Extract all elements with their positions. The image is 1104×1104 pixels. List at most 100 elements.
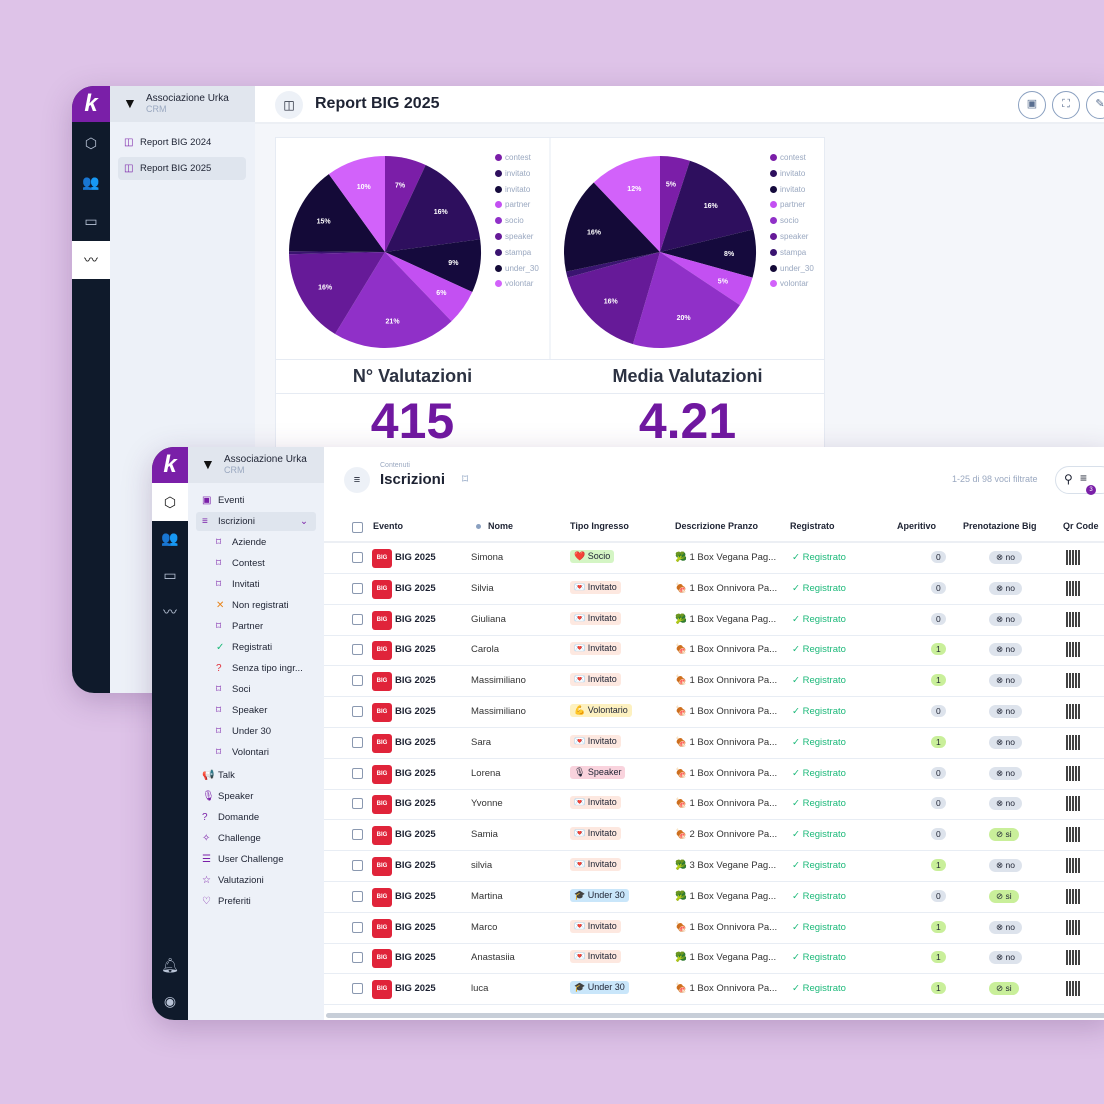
nav-item-under-30[interactable]: ⌑ Under 30	[216, 722, 271, 741]
legend-item[interactable]: stampa	[770, 248, 806, 257]
qr-code-icon[interactable]	[1066, 642, 1081, 658]
row-checkbox[interactable]	[352, 798, 363, 810]
nav-report-2024[interactable]: ◫ Report BIG 2024	[124, 133, 244, 152]
table-row[interactable]: BIG BIG 2025 Massimiliano 💪 Volontario 🍖 1 B…	[324, 697, 1104, 728]
row-checkbox[interactable]	[352, 644, 363, 656]
event-name[interactable]: BIG 2025	[395, 829, 436, 841]
table-row[interactable]: BIG BIG 2025 luca 🎓 Under 30 🍖 1 Box Onnivor…	[324, 974, 1104, 1006]
legend-item[interactable]: socio	[495, 216, 524, 225]
event-name[interactable]: BIG 2025	[395, 798, 436, 810]
nav-report-2025[interactable]: ◫ Report BIG 2025	[118, 157, 246, 180]
legend-item[interactable]: partner	[495, 200, 530, 209]
nav-item-preferiti[interactable]: ♡ Preferiti	[202, 892, 251, 911]
table-row[interactable]: BIG BIG 2025 Samia 💌 Invitato 🍖 2 Box Onnivo…	[324, 820, 1104, 852]
search-icon[interactable]: ⚲	[1064, 472, 1073, 486]
nav-item-eventi[interactable]: ▣ Eventi	[202, 491, 244, 510]
fullscreen-icon[interactable]: ⛶	[1052, 91, 1080, 119]
qr-code-icon[interactable]	[1066, 611, 1081, 627]
row-checkbox[interactable]	[352, 552, 363, 563]
row-checkbox[interactable]	[352, 767, 363, 779]
legend-item[interactable]: volontar	[495, 279, 533, 288]
row-checkbox[interactable]	[352, 890, 363, 902]
pie-slice-stampa[interactable]	[566, 252, 660, 278]
row-checkbox[interactable]	[352, 952, 363, 964]
qr-code-icon[interactable]	[1066, 796, 1081, 812]
row-checkbox[interactable]	[352, 921, 363, 933]
pie-slice-under_30[interactable]	[289, 174, 385, 252]
table-row[interactable]: BIG BIG 2025 Lorena 🎙 Speaker 🍖 1 Box Onnivo…	[324, 759, 1104, 790]
picture-icon[interactable]: ▣	[1018, 91, 1046, 119]
org-switcher[interactable]: ▼ Associazione Urka CRM	[110, 86, 255, 122]
event-name[interactable]: BIG 2025	[395, 767, 436, 779]
nav-item-speaker[interactable]: ⌑ Speaker	[216, 701, 267, 720]
legend-item[interactable]: contest	[770, 153, 806, 162]
event-name[interactable]: BIG 2025	[395, 952, 436, 964]
folder-icon[interactable]: ▭	[163, 567, 177, 583]
pie-slice-invitato[interactable]	[385, 165, 481, 252]
pie-slice-under_30[interactable]	[564, 182, 660, 272]
analytics-icon[interactable]: 〰	[72, 241, 110, 279]
pie-slice-speaker[interactable]	[289, 252, 385, 334]
app-logo[interactable]: k	[152, 447, 188, 483]
row-checkbox[interactable]	[352, 675, 363, 687]
app-logo[interactable]: k	[72, 86, 110, 122]
table-row[interactable]: BIG BIG 2025 Carola 💌 Invitato 🍖 1 Box Onniv…	[324, 635, 1104, 667]
pie-slice-invitato[interactable]	[660, 160, 754, 252]
qr-code-icon[interactable]	[1066, 580, 1081, 596]
select-all-checkbox[interactable]	[352, 522, 363, 533]
pie-slice-contest[interactable]	[660, 156, 690, 252]
nav-item-aziende[interactable]: ⌑ Aziende	[216, 533, 266, 552]
bell-icon[interactable]: 🔔︎	[161, 957, 179, 973]
nav-item-talk[interactable]: 📢 Talk	[202, 766, 235, 785]
legend-item[interactable]: under_30	[770, 264, 814, 273]
row-checkbox[interactable]	[352, 706, 363, 717]
column-header[interactable]: Evento	[373, 521, 404, 531]
event-name[interactable]: BIG 2025	[395, 706, 436, 717]
row-checkbox[interactable]	[352, 829, 363, 841]
table-row[interactable]: BIG BIG 2025 Marco 💌 Invitato 🍖 1 Box Onnivo…	[324, 913, 1104, 944]
legend-item[interactable]: speaker	[495, 232, 533, 241]
event-name[interactable]: BIG 2025	[395, 983, 436, 995]
row-checkbox[interactable]	[352, 613, 363, 625]
nav-item-domande[interactable]: ? Domande	[202, 808, 259, 827]
chevron-down-icon[interactable]: ⌄	[300, 516, 308, 527]
nav-item-user-challenge[interactable]: ☰ User Challenge	[202, 850, 283, 869]
table-row[interactable]: BIG BIG 2025 Anastasiia 💌 Invitato 🥦 1 Box V…	[324, 943, 1104, 975]
cube-icon[interactable]: ⬡	[84, 135, 98, 151]
legend-item[interactable]: under_30	[495, 264, 539, 273]
pie-slice-partner[interactable]	[660, 252, 753, 306]
column-header[interactable]: Descrizione Pranzo	[675, 521, 759, 531]
column-header[interactable]: Prenotazione Big	[963, 521, 1037, 531]
pie-slice-socio[interactable]	[335, 252, 452, 348]
pie-slice-invitato[interactable]	[660, 229, 756, 278]
nav-item-senza-tipo-ingr-[interactable]: ? Senza tipo ingr...	[216, 659, 303, 678]
qr-code-icon[interactable]	[1066, 858, 1081, 873]
event-name[interactable]: BIG 2025	[395, 736, 436, 748]
qr-code-icon[interactable]	[1066, 734, 1081, 750]
pie-slice-contest[interactable]	[385, 156, 426, 252]
qr-code-icon[interactable]	[1066, 550, 1081, 565]
legend-item[interactable]: invitato	[495, 169, 530, 178]
legend-item[interactable]: stampa	[495, 248, 531, 257]
column-header[interactable]: Aperitivo	[897, 521, 937, 531]
users-icon[interactable]: 👥	[161, 530, 179, 546]
row-checkbox[interactable]	[352, 582, 363, 594]
pie-slice-speaker[interactable]	[567, 252, 660, 345]
legend-item[interactable]: contest	[495, 153, 531, 162]
filter-icon[interactable]: ≡	[1080, 471, 1088, 485]
nav-item-contest[interactable]: ⌑ Contest	[216, 554, 265, 573]
nav-item-valutazioni[interactable]: ☆ Valutazioni	[202, 871, 264, 890]
qr-code-icon[interactable]	[1066, 981, 1081, 997]
table-row[interactable]: BIG BIG 2025 Yvonne 💌 Invitato 🍖 1 Box Onniv…	[324, 789, 1104, 821]
event-name[interactable]: BIG 2025	[395, 860, 436, 871]
qr-code-icon[interactable]	[1066, 950, 1081, 966]
user-circle-icon[interactable]: ◉	[163, 993, 177, 1009]
qr-code-icon[interactable]	[1066, 888, 1081, 904]
pie-slice-volontar[interactable]	[328, 156, 385, 252]
nav-item-registrati[interactable]: ✓ Registrati	[216, 638, 272, 657]
qr-code-icon[interactable]	[1066, 765, 1081, 781]
horizontal-scrollbar[interactable]	[326, 1013, 1104, 1018]
row-checkbox[interactable]	[352, 736, 363, 748]
analytics-icon[interactable]: 〰	[163, 604, 177, 620]
event-name[interactable]: BIG 2025	[395, 644, 436, 656]
